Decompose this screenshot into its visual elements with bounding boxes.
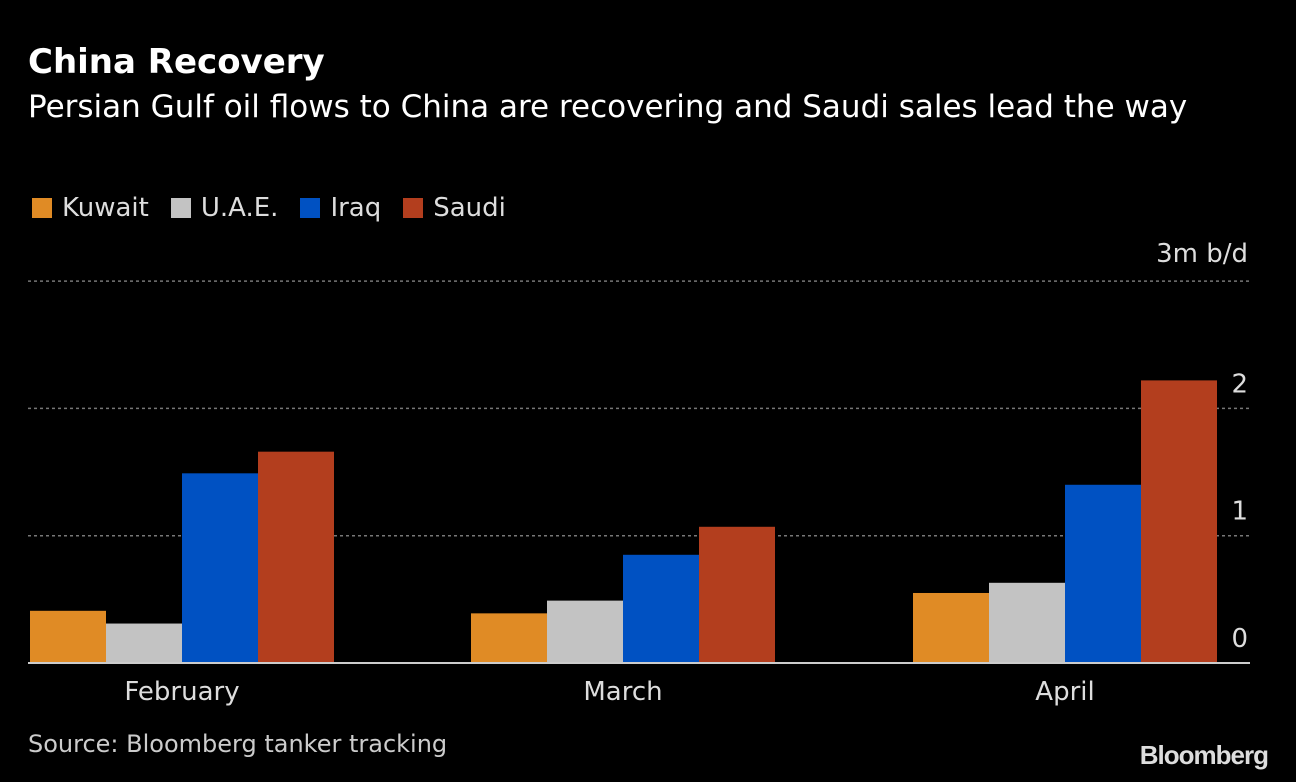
bar-iraq-february: [182, 473, 258, 663]
bloomberg-logo: Bloomberg: [1139, 740, 1269, 770]
bar-iraq-april: [1065, 484, 1141, 663]
y-tick-label: 1: [1231, 497, 1248, 527]
legend-swatch: [170, 198, 191, 218]
y-tick-label: 0: [1231, 624, 1248, 654]
legend-swatch: [32, 198, 52, 218]
bar-iraq-march: [623, 554, 699, 663]
legend-label: Iraq: [330, 193, 382, 223]
bar-uae-march: [547, 600, 623, 663]
bar-saudi-march: [699, 526, 775, 663]
x-tick-label: April: [1035, 677, 1094, 707]
y-unit-label: 3m b/d: [1156, 239, 1248, 269]
legend-label: Saudi: [433, 193, 506, 223]
legend-item: Saudi: [403, 193, 506, 223]
bar-uae-april: [989, 582, 1065, 663]
bar-kuwait-march: [471, 613, 547, 663]
legend-item: Iraq: [300, 193, 381, 223]
chart-title: China Recovery: [28, 42, 325, 82]
chart-subtitle: Persian Gulf oil flows to China are reco…: [28, 89, 1188, 125]
bar-uae-february: [106, 623, 182, 663]
x-tick-label: February: [124, 677, 239, 707]
legend-item: U.A.E.: [170, 193, 279, 223]
y-tick-label: 2: [1231, 369, 1248, 399]
legend-label: Kuwait: [62, 193, 149, 223]
legend-swatch: [403, 198, 424, 218]
legend-swatch: [300, 198, 321, 218]
legend: Kuwait U.A.E. Iraq Saudi: [32, 193, 506, 223]
bar-kuwait-february: [30, 610, 106, 663]
source-note: Source: Bloomberg tanker tracking: [28, 730, 448, 758]
legend-item: Kuwait: [32, 193, 149, 223]
legend-label: U.A.E.: [200, 193, 279, 223]
bar-kuwait-april: [913, 592, 989, 663]
bar-saudi-april: [1141, 380, 1217, 663]
x-tick-label: March: [583, 677, 662, 707]
bar-saudi-february: [258, 451, 334, 663]
